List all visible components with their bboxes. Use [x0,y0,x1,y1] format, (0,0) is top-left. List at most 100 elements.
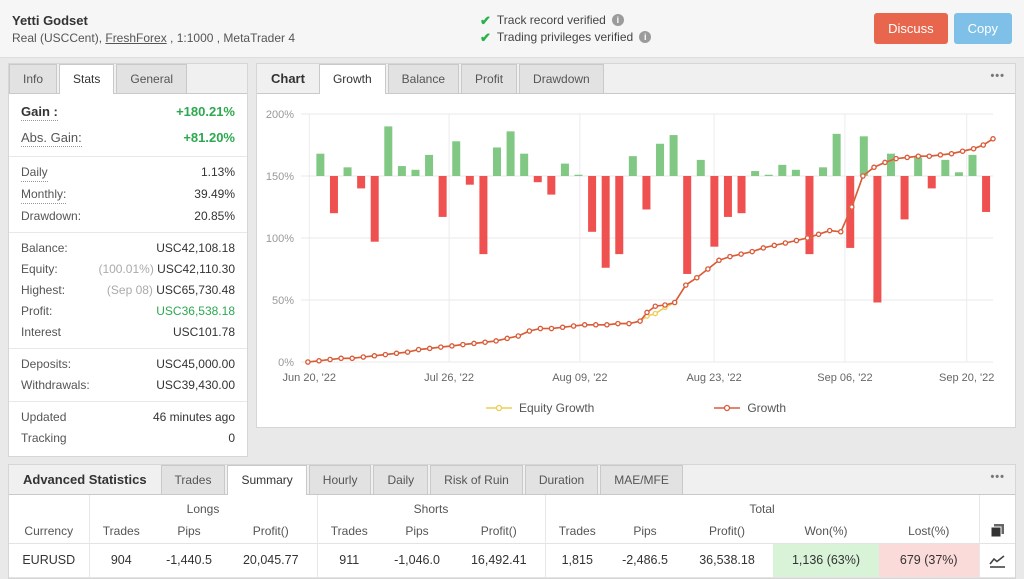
row-chart-icon[interactable] [989,554,1006,568]
col-header-profit: Profit() [252,523,289,538]
stat-value-main: USC42,110.30 [157,262,235,276]
stat-value: USC45,000.00 [156,357,235,371]
stat-label: Tracking [21,431,67,445]
chart-panel-title: Chart [271,71,305,86]
growth-chart-plot: Jun 20, '22 Jul 26, '22 Aug 09, '22 Aug 23,… [266,109,996,384]
legend-marker-icon [714,404,741,412]
stat-row-equity: Equity: (100.01%) USC42,110.30 [9,259,247,280]
col-header-lost: Lost(%) [908,523,950,538]
divider [9,232,247,233]
stats-list: Gain : +180.21% Abs. Gain: +81.20% Daily 1.13… [9,94,247,456]
stat-label: Profit: [21,304,53,318]
cell-trades: 911 [316,543,381,578]
stat-row-deposits: Deposits: USC45,000.00 [9,354,247,375]
group-header-total: Total [544,495,979,518]
group-header-shorts: Shorts [316,495,545,518]
check-icon: ✔ [480,29,491,45]
tab-summary[interactable]: Summary [227,465,307,495]
badge-label: Track record verified [496,12,606,27]
group-header-empty [978,495,1015,518]
cell-profit: 20,045.77 [225,543,317,578]
group-header-empty [9,495,89,518]
stat-label: Monthly: [21,186,67,204]
advanced-statistics-tabs: Advanced Statistics Trades Summary Hourly D… [9,465,1015,495]
stat-row-balance: Balance: USC42,108.18 [9,238,247,259]
discuss-button[interactable]: Discuss [874,13,948,44]
tab-stats[interactable]: Stats [59,64,115,94]
cell-lost: 679 (37%) [879,543,979,578]
col-header-profit: Profit() [709,523,745,538]
legend-equity-growth[interactable]: Equity Growth [485,401,595,415]
account-meta-suffix: , 1:1000 , MetaTrader 4 [166,30,296,45]
growth-chart: Jun 20, '22 Jul 26, '22 Aug 09, '22 Aug 23,… [257,94,1015,427]
col-header-pips: Pips [177,523,201,538]
svg-text:Aug 09, '22: Aug 09, '22 [552,372,607,384]
stat-value: 46 minutes ago [152,410,235,424]
advanced-statistics-title: Advanced Statistics [23,472,147,487]
tab-mae-mfe[interactable]: MAE/MFE [600,465,683,494]
chart-menu-icon[interactable]: ••• [990,70,1005,82]
tab-general[interactable]: General [116,64,188,93]
tab-drawdown[interactable]: Drawdown [519,64,604,93]
copy-table-icon[interactable] [990,523,1005,538]
svg-text:100%: 100% [266,233,294,245]
tab-info[interactable]: Info [9,64,58,93]
svg-text:50%: 50% [272,295,294,307]
badge-label: Trading privileges verified [496,29,634,44]
col-header-won: Won(%) [804,523,848,538]
account-meta-prefix: Real (USCCent), [12,30,106,45]
legend-label: Equity Growth [518,401,595,415]
summary-table: Longs Shorts Total Currency Trades Pips Profit… [9,495,1015,578]
group-header-longs: Longs [88,495,317,518]
stat-label: Gain : [21,104,58,121]
svg-text:200%: 200% [266,109,294,121]
tab-duration[interactable]: Duration [524,465,599,494]
tab-risk-of-ruin[interactable]: Risk of Ruin [430,465,523,494]
stat-value: 1.13% [200,165,235,179]
svg-text:Jul 26, '22: Jul 26, '22 [424,372,474,384]
copy-button[interactable]: Copy [953,13,1012,44]
stat-row-tracking: Tracking 0 [9,428,247,449]
tab-trades[interactable]: Trades [160,465,226,494]
account-identity: Yetti Godset Real (USCCent), FreshForex … [12,13,480,45]
account-meta: Real (USCCent), FreshForex , 1:1000 , Me… [12,31,480,45]
divider [9,401,247,402]
stat-value: USC39,430.00 [156,378,235,392]
broker-link[interactable]: FreshForex [105,30,167,45]
tab-balance[interactable]: Balance [387,64,460,93]
col-header-pips: Pips [405,523,429,538]
stat-label: Updated [21,410,67,424]
cell-pips: -1,046.0 [381,543,453,578]
stat-row-profit: Profit: USC36,538.18 [9,301,247,322]
col-header-profit: Profit() [480,523,517,538]
cell-trades: 1,815 [544,543,609,578]
svg-text:Sep 06, '22: Sep 06, '22 [817,372,872,384]
stat-value-main: USC65,730.48 [156,283,235,297]
stat-row-interest: Interest USC101.78 [9,322,247,343]
account-name: Yetti Godset [12,12,88,28]
stat-value-note: (Sep 08) [106,283,157,297]
col-header-trades: Trades [88,518,153,544]
tab-profit[interactable]: Profit [461,64,518,93]
cell-pips: -1,440.5 [153,543,225,578]
currency-cell: EURUSD [9,543,89,578]
stat-row-monthly: Monthly: 39.49% [9,184,247,206]
svg-text:Sep 20, '22: Sep 20, '22 [939,372,994,384]
divider [9,156,247,157]
stat-row-gain: Gain : +180.21% [9,99,247,125]
legend-growth[interactable]: Growth [714,401,786,415]
tab-hourly[interactable]: Hourly [308,465,372,494]
tab-daily[interactable]: Daily [373,465,429,494]
cell-profit: 16,492.41 [453,543,545,578]
stat-label: Equity: [21,262,58,276]
stat-value: +180.21% [176,104,235,119]
info-icon[interactable]: i [639,31,652,43]
table-row-eurusd: EURUSD 904 -1,440.5 20,045.77 911 -1,046.0 16,… [9,543,1015,578]
stat-value: 20.85% [194,209,235,223]
info-icon[interactable]: i [611,14,624,26]
stat-value: USC42,108.18 [156,241,235,255]
tab-growth[interactable]: Growth [318,64,386,94]
stats-menu-icon[interactable]: ••• [990,471,1005,483]
verification-badges: ✔ Track record verified i ✔ Trading privileg… [480,12,874,46]
stat-label: Highest: [21,283,66,297]
